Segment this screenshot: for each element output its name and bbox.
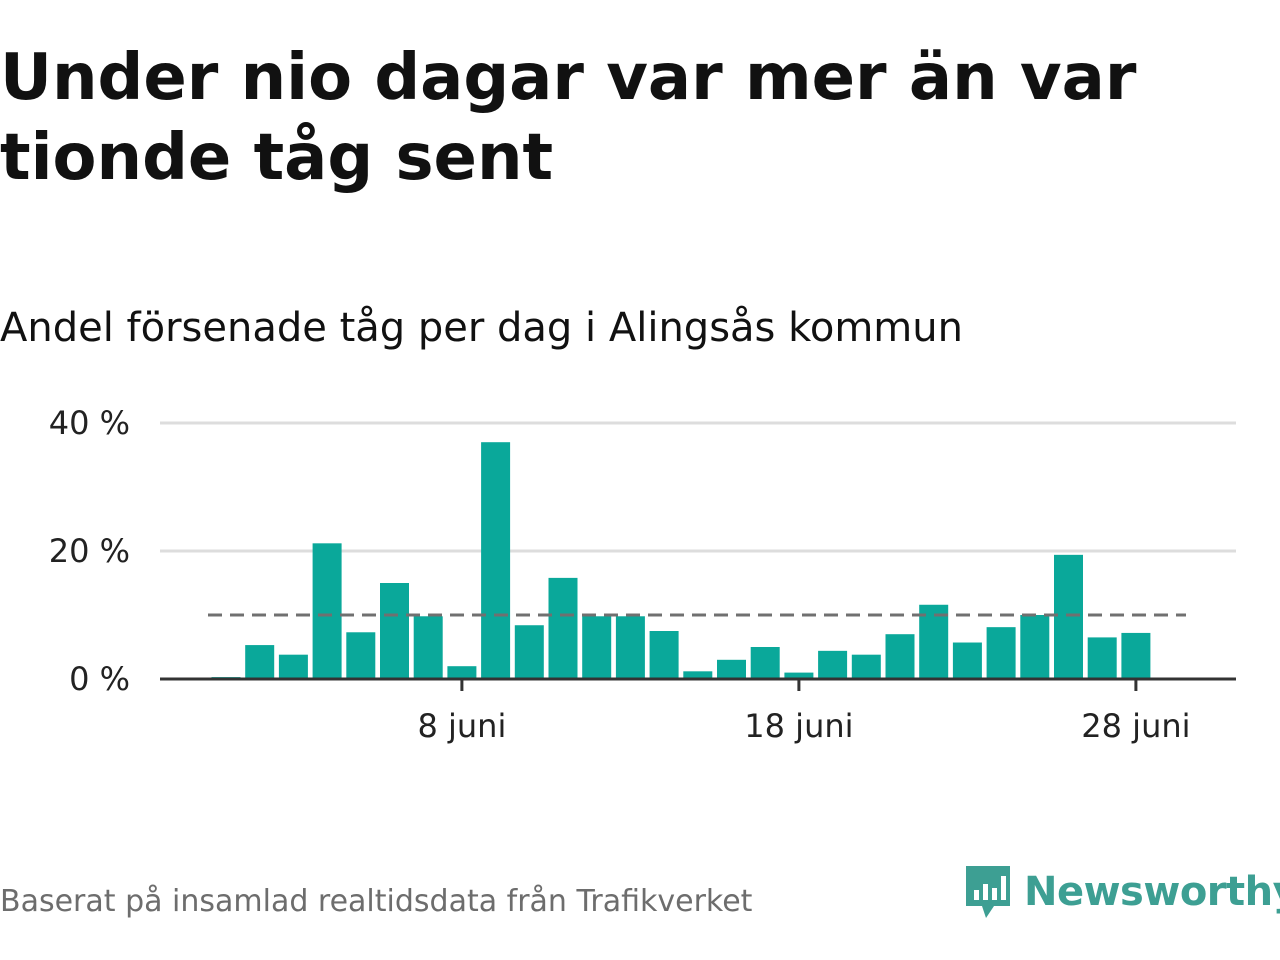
y-axis-labels: 0 % 20 % 40 % [49,404,130,698]
y-tick-label: 0 % [69,660,130,698]
newsworthy-logo-icon [966,866,1010,918]
bar [481,442,511,679]
x-tick-label: 28 juni [1081,707,1190,745]
bar-chart: 0 % 20 % 40 % 8 juni 18 juni 28 juni [49,404,1236,745]
bar [278,654,308,679]
bar [380,583,409,679]
bar [1121,632,1151,679]
bar [717,659,746,679]
bars [211,442,1151,679]
bar [851,654,881,679]
bar [1054,554,1083,679]
chart-subtitle: Andel försenade tåg per dag i Alingsås k… [0,305,963,351]
newsworthy-logo: Newsworthy [962,862,1280,922]
bar [952,642,982,679]
bar [649,631,679,679]
bar [245,645,275,679]
bar [413,616,443,679]
bar [346,632,376,679]
x-tick-label: 18 juni [744,707,853,745]
bar [818,650,848,679]
bar [447,666,477,679]
bar [1087,637,1117,679]
y-tick-label: 40 % [49,404,130,442]
brand-name: Newsworthy [1024,869,1280,915]
bar [784,672,814,679]
bar [885,634,915,679]
bar [312,543,342,679]
source-note: Baserat på insamlad realtidsdata från Tr… [0,884,753,919]
chart-title: Under nio dagar var mer än var tionde tå… [0,41,1137,195]
bar [683,671,713,679]
bar [514,625,544,679]
y-tick-label: 20 % [49,532,130,570]
x-tick-label: 8 juni [417,707,506,745]
bar [582,616,612,679]
gridlines [160,421,1236,553]
bar [750,647,780,679]
bar [1020,615,1050,679]
x-axis [160,677,1236,691]
bar [919,604,949,679]
bar [615,616,645,679]
bar [548,577,578,679]
x-axis-labels: 8 juni 18 juni 28 juni [417,707,1190,745]
bar [986,627,1016,679]
